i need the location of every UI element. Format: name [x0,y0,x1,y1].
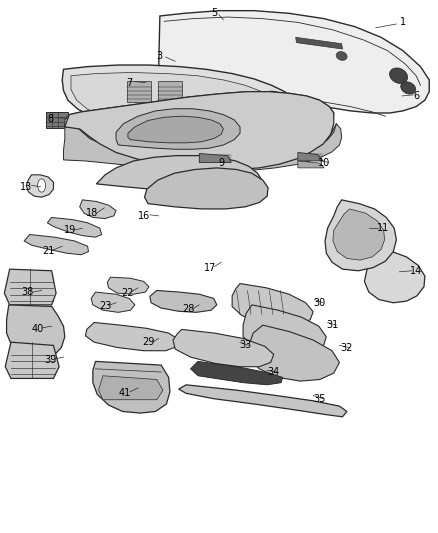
Text: 23: 23 [99,302,111,311]
Text: 14: 14 [410,266,422,276]
Text: 8: 8 [47,114,53,124]
Text: 1: 1 [400,18,406,27]
Polygon shape [47,217,102,237]
Text: 32: 32 [340,343,352,352]
Polygon shape [325,200,396,271]
Polygon shape [93,361,170,413]
Text: 34: 34 [268,367,280,377]
Polygon shape [85,322,180,351]
Polygon shape [173,329,274,367]
Text: 13: 13 [20,182,32,191]
Polygon shape [96,156,262,193]
Polygon shape [71,72,271,128]
Text: 5: 5 [212,9,218,18]
Polygon shape [150,290,217,312]
Text: 17: 17 [204,263,216,272]
Text: 29: 29 [143,337,155,347]
Polygon shape [128,116,223,143]
Text: 21: 21 [42,246,54,255]
Polygon shape [4,269,56,305]
Polygon shape [26,175,53,197]
Polygon shape [65,92,334,169]
Ellipse shape [38,179,46,192]
Polygon shape [153,11,429,113]
Polygon shape [68,124,338,169]
Polygon shape [46,112,68,128]
Text: 22: 22 [121,288,133,298]
Ellipse shape [256,91,287,122]
Text: 39: 39 [44,355,57,365]
Text: 3: 3 [157,51,163,61]
Text: 40: 40 [31,324,43,334]
Text: 35: 35 [314,394,326,403]
Text: 33: 33 [239,341,251,350]
Polygon shape [65,92,334,136]
Text: 6: 6 [413,91,419,101]
Polygon shape [80,200,116,219]
Text: 16: 16 [138,211,151,221]
Polygon shape [64,122,342,172]
Text: 10: 10 [318,158,330,167]
Polygon shape [107,277,149,294]
Polygon shape [232,284,313,326]
Text: 41: 41 [119,388,131,398]
Polygon shape [7,305,65,356]
Text: 30: 30 [314,298,326,308]
Text: 9: 9 [218,158,224,167]
Polygon shape [298,161,324,168]
Ellipse shape [336,52,347,60]
Text: 18: 18 [86,208,98,218]
Ellipse shape [389,68,408,84]
Polygon shape [5,342,59,378]
Polygon shape [91,292,135,312]
Polygon shape [99,376,163,400]
Polygon shape [249,325,339,381]
Polygon shape [24,235,88,255]
Ellipse shape [401,82,416,94]
Polygon shape [199,154,231,163]
Polygon shape [127,81,151,102]
Polygon shape [116,109,240,149]
Polygon shape [145,168,268,209]
Polygon shape [364,249,425,303]
Text: 19: 19 [64,225,76,235]
Polygon shape [179,385,347,417]
Polygon shape [191,361,283,385]
Polygon shape [298,152,323,161]
Text: 28: 28 [182,304,194,314]
Polygon shape [296,37,343,49]
Polygon shape [62,65,293,134]
Text: 11: 11 [377,223,389,233]
Text: 31: 31 [327,320,339,330]
Polygon shape [158,81,182,102]
Polygon shape [243,305,326,354]
Text: 38: 38 [21,287,33,297]
Polygon shape [333,209,385,260]
Text: 7: 7 [126,78,132,87]
